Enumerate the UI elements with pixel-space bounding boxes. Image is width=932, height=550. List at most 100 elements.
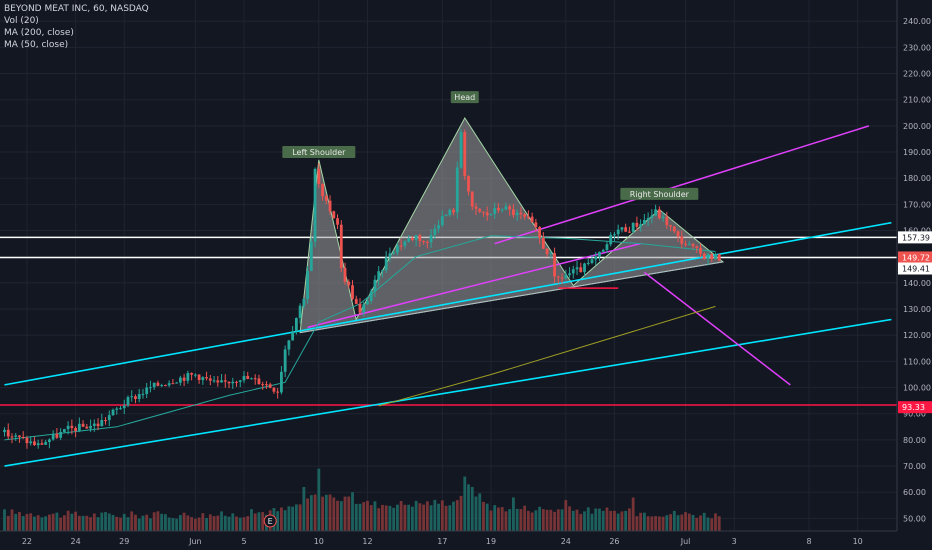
y-tick-label: 140.00 — [903, 279, 931, 288]
candle-body — [699, 247, 702, 254]
volume-bar — [25, 514, 29, 532]
legend-symbol[interactable]: BEYOND MEAT INC, 60, NASDAQ — [4, 4, 149, 14]
volume-bar — [287, 506, 291, 532]
volume-bar — [190, 517, 193, 532]
candle-body — [418, 235, 422, 242]
legend-ma200[interactable]: MA (200, close) — [4, 28, 74, 38]
y-tick-label: 100.00 — [903, 384, 931, 393]
volume-bar — [134, 514, 137, 532]
volume-bar — [48, 514, 51, 532]
candle-body — [497, 208, 500, 211]
candle-body — [474, 206, 478, 209]
candle-body — [620, 227, 624, 230]
candle-body — [650, 215, 654, 218]
volume-bar — [560, 509, 564, 532]
volume-bar — [235, 516, 238, 532]
volume-bar — [440, 500, 444, 532]
volume-bar — [414, 500, 418, 532]
candle-body — [538, 226, 542, 238]
candle-body — [141, 393, 145, 395]
price-label-badge — [898, 231, 932, 244]
volume-bar — [328, 494, 332, 532]
candle-body — [205, 377, 208, 379]
candle-body — [583, 263, 586, 273]
x-tick-label: 17 — [437, 537, 447, 546]
volume-bar — [470, 487, 474, 532]
candle-body — [519, 212, 523, 215]
candle-body — [508, 206, 512, 210]
volume-bar — [601, 510, 605, 532]
volume-bar — [515, 508, 519, 532]
candle-body — [235, 381, 238, 383]
candle-body — [714, 254, 717, 260]
ma200-line — [378, 305, 716, 407]
legend-ma50[interactable]: MA (50, close) — [4, 40, 69, 50]
volume-bar — [149, 518, 152, 532]
candle-body — [231, 381, 235, 384]
candle-body — [317, 168, 321, 185]
volume-bar — [422, 504, 426, 532]
candle-body — [208, 378, 212, 381]
candle-body — [182, 377, 186, 381]
candle-body — [598, 251, 601, 257]
x-tick-label: 10 — [853, 537, 863, 546]
drawing-tools — [0, 117, 897, 467]
candle-body — [130, 396, 134, 398]
volume-bar — [216, 515, 220, 532]
x-axis-ticks: 22 24 29 Jun 5 10 12 17 19 24 26 Jul 3 8 10 — [22, 537, 863, 546]
annotation-label: Left Shoulder — [292, 148, 346, 157]
y-tick-label: 80.00 — [903, 436, 926, 445]
legend-volume[interactable]: Vol (20) — [4, 16, 39, 26]
candle-body — [81, 423, 85, 427]
volume-bar — [556, 509, 560, 532]
candle-body — [70, 425, 74, 428]
x-tick-label: 22 — [22, 537, 32, 546]
candle-body — [586, 262, 590, 264]
volume-bar — [77, 515, 81, 532]
price-axis[interactable] — [897, 0, 932, 550]
candle-body — [29, 441, 33, 444]
candle-body — [691, 244, 695, 247]
annotation-label: Head — [454, 93, 475, 102]
candle-body — [717, 254, 721, 261]
candle-body — [381, 270, 384, 272]
volume-bar — [650, 516, 654, 532]
candle-body — [48, 439, 51, 443]
volume-bar — [85, 515, 89, 532]
candle-body — [51, 433, 55, 440]
volume-bar — [478, 493, 482, 532]
candle-body — [669, 225, 672, 227]
volume-bar — [197, 517, 201, 532]
earnings-marker — [263, 514, 277, 528]
volume-bar — [283, 510, 287, 532]
candle-body — [178, 377, 182, 383]
y-tick-label: 190.00 — [903, 148, 931, 157]
volume-bar — [294, 504, 298, 532]
candle-body — [351, 285, 354, 299]
candle-body — [553, 253, 556, 277]
candle-body — [455, 167, 459, 213]
candle-body — [575, 267, 579, 270]
time-axis[interactable] — [0, 531, 932, 550]
candle-body — [246, 375, 250, 379]
candle-body — [579, 267, 583, 273]
candle-body — [145, 387, 149, 394]
candle-body — [467, 176, 470, 192]
candle-body — [463, 132, 467, 177]
candle-body — [3, 429, 6, 433]
volume-bar — [246, 516, 250, 532]
candle-body — [609, 234, 613, 245]
volume-bar — [227, 516, 231, 532]
candle-body — [635, 222, 639, 227]
candle-body — [10, 436, 14, 438]
candle-body — [96, 423, 100, 427]
candle-body — [444, 215, 448, 217]
candle-body — [396, 245, 399, 253]
candle-body — [171, 383, 175, 385]
volume-bar — [418, 503, 422, 532]
candle-body — [111, 409, 115, 416]
volume-bar — [276, 511, 280, 532]
volume-bar — [362, 502, 366, 532]
candle-body — [407, 238, 411, 242]
